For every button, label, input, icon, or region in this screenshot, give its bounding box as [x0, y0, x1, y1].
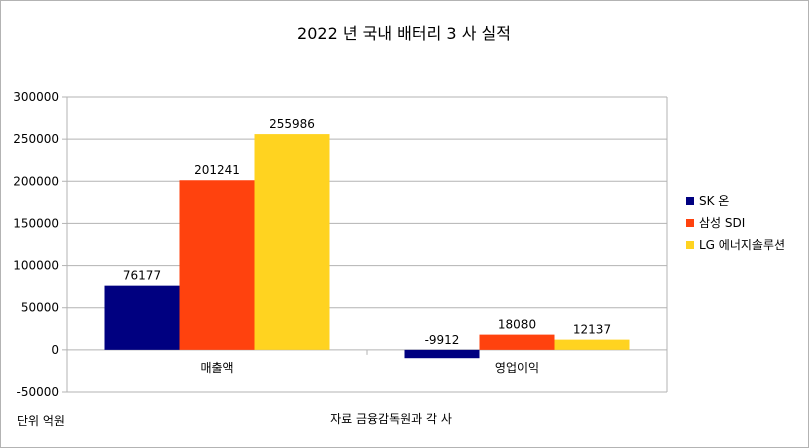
unit-note: 단위 억원 [17, 414, 65, 428]
bar [179, 180, 255, 350]
source-note: 자료 금융감독원과 각 사 [330, 412, 452, 426]
bar [479, 334, 555, 350]
legend-swatch [686, 219, 694, 227]
legend-label: 삼성 SDI [699, 216, 745, 230]
x-category-label: 매출액 [200, 361, 233, 375]
x-category-label: 영업이익 [495, 361, 539, 375]
bar [554, 339, 630, 350]
bar [404, 349, 480, 359]
bar [104, 285, 180, 350]
y-tick-label: 50000 [21, 301, 59, 315]
axes: -50000 0 50000 100000 150000 200000 250000 3000… [13, 90, 668, 399]
chart-title: 2022 년 국내 배터리 3 사 실적 [297, 24, 511, 43]
legend-swatch [686, 241, 694, 249]
data-label: -9912 [425, 333, 460, 347]
y-tick-label: 100000 [13, 259, 59, 273]
data-label: 18080 [498, 318, 536, 332]
y-tick-label: 300000 [13, 90, 59, 104]
data-label: 255986 [269, 117, 315, 131]
y-tick-label: 0 [51, 343, 59, 357]
y-tick-label: 150000 [13, 216, 59, 230]
legend-swatch [686, 197, 694, 205]
data-label: 201241 [194, 163, 240, 177]
legend-label: LG 에너지솔루션 [699, 238, 785, 252]
data-labels: 76177 201241 255986 -9912 18080 12137 [123, 117, 611, 347]
legend-label: SK 온 [699, 194, 729, 208]
y-tick-label: 250000 [13, 132, 59, 146]
data-label: 76177 [123, 269, 161, 283]
y-tick-label: -50000 [16, 385, 59, 399]
y-tick-label: 200000 [13, 174, 59, 188]
data-label: 12137 [573, 323, 611, 337]
bars [104, 134, 630, 359]
legend: SK 온삼성 SDI LG 에너지솔루션 [686, 194, 785, 252]
bar [254, 134, 330, 350]
